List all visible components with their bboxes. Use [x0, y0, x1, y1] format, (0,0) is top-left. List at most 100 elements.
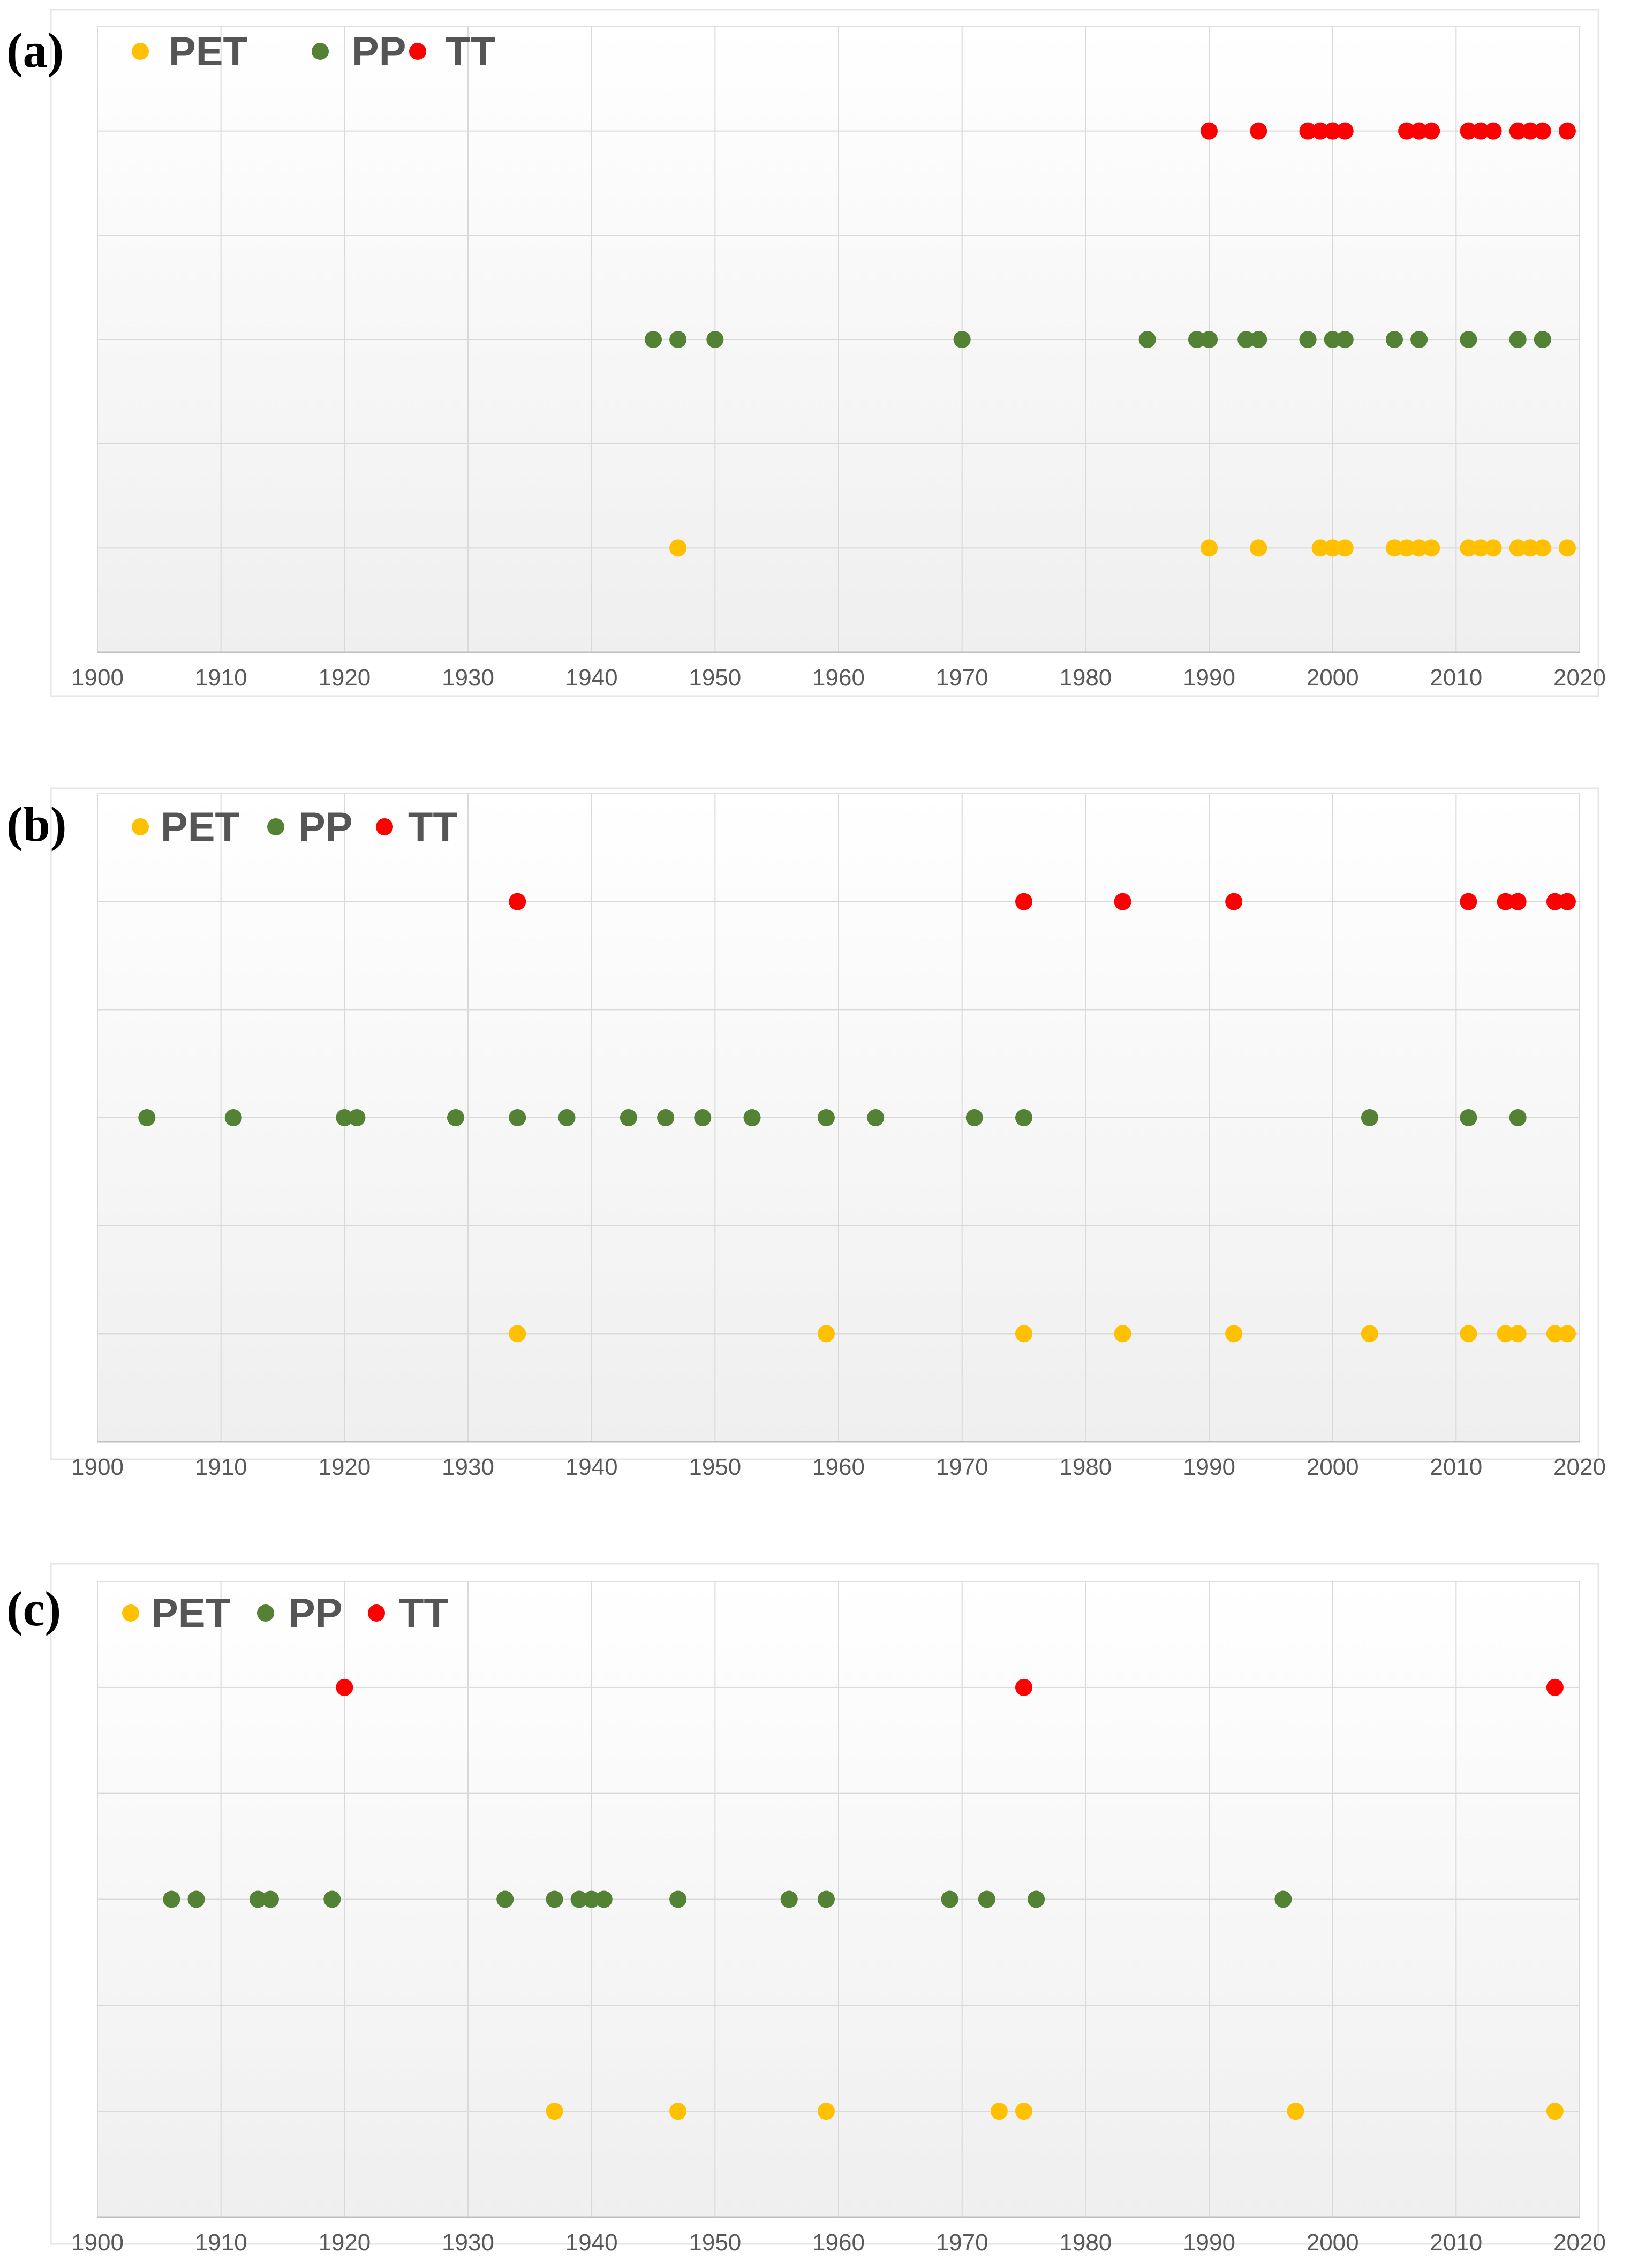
data-point-pet — [990, 2103, 1008, 2120]
data-point-tt — [1558, 893, 1576, 910]
data-point-tt — [1398, 122, 1416, 140]
series-pp — [645, 331, 1551, 348]
data-point-pp — [187, 1890, 205, 1908]
data-point-pp — [1028, 1890, 1045, 1908]
data-point-tt — [509, 893, 526, 910]
legend-marker-tt — [376, 818, 393, 835]
series-pet — [546, 2103, 1564, 2120]
x-tick-label: 1960 — [812, 2229, 865, 2256]
data-point-tt — [1324, 122, 1341, 140]
data-point-pp — [1274, 1890, 1292, 1908]
x-tick-label: 1930 — [442, 1454, 494, 1480]
x-tick-label: 1980 — [1059, 1454, 1112, 1480]
series-tt — [336, 1678, 1564, 1696]
data-point-tt — [1423, 122, 1440, 140]
data-point-pet — [509, 1325, 526, 1343]
data-point-pet — [1410, 539, 1428, 557]
data-point-pp — [261, 1890, 279, 1908]
x-tick-label: 2020 — [1553, 665, 1606, 691]
data-point-pp — [1188, 331, 1205, 348]
data-point-pp — [1460, 1109, 1477, 1126]
data-point-pp — [1460, 331, 1477, 348]
data-point-pp — [780, 1890, 798, 1908]
data-point-pp — [1237, 331, 1255, 348]
data-point-tt — [1336, 122, 1354, 140]
chart-panel-2: 1900 1910 1920 1930 1940 1950 1960 1970 1980 1990… — [6, 787, 1606, 1480]
data-point-pet — [1546, 2103, 1564, 2120]
data-point-tt — [1534, 122, 1551, 140]
legend-label-pp: PP — [298, 804, 352, 850]
legend-marker-pet — [132, 818, 149, 835]
data-point-tt — [1299, 122, 1317, 140]
legend-label-pet: PET — [161, 804, 240, 850]
data-point-tt — [1410, 122, 1428, 140]
data-point-pet — [1250, 539, 1267, 557]
data-point-pp — [817, 1890, 835, 1908]
data-point-pet — [1460, 1325, 1477, 1343]
data-point-pp — [817, 1109, 835, 1126]
data-point-pp — [1361, 1109, 1378, 1126]
data-point-pp — [706, 331, 724, 348]
data-point-pet — [1534, 539, 1551, 557]
x-tick-label: 1970 — [936, 1454, 988, 1480]
data-point-pp — [558, 1109, 576, 1126]
series-tt — [509, 893, 1576, 910]
data-point-pet — [1201, 539, 1218, 557]
data-point-tt — [1472, 122, 1490, 140]
x-tick-label: 1910 — [195, 2229, 247, 2256]
data-point-pp — [583, 1890, 600, 1908]
data-point-pet — [669, 539, 687, 557]
data-point-pet — [546, 2103, 563, 2120]
data-point-pet — [1460, 539, 1477, 557]
legend-marker-pp — [267, 818, 284, 835]
x-tick-label: 1970 — [936, 2229, 988, 2256]
x-tick-label: 1920 — [318, 2229, 371, 2256]
data-point-tt — [1521, 122, 1539, 140]
data-point-pp — [1509, 331, 1527, 348]
data-point-tt — [1509, 122, 1527, 140]
data-point-tt — [1546, 893, 1564, 910]
legend-label-pp: PP — [352, 29, 406, 74]
data-point-pp — [1015, 1109, 1032, 1126]
data-point-pet — [1015, 1325, 1032, 1343]
x-tick-label: 1960 — [812, 665, 865, 691]
data-point-pp — [509, 1109, 526, 1126]
data-point-pp — [224, 1109, 242, 1126]
x-tick-label: 1910 — [195, 1454, 247, 1480]
data-point-pet — [1324, 539, 1341, 557]
data-point-tt — [1484, 122, 1502, 140]
x-tick-label: 1980 — [1059, 2229, 1112, 2256]
data-point-tt — [1460, 122, 1477, 140]
series-pp — [163, 1890, 1292, 1908]
data-point-pet — [1546, 1325, 1564, 1343]
legend-marker-tt — [409, 43, 426, 60]
data-point-pp — [1138, 331, 1156, 348]
data-point-pet — [1497, 1325, 1514, 1343]
x-tick-label: 1930 — [442, 665, 494, 691]
data-point-tt — [1460, 893, 1477, 910]
data-point-pet — [1398, 539, 1416, 557]
data-point-pp — [249, 1890, 267, 1908]
chart-panel-3: 1900 1910 1920 1930 1940 1950 1960 1970 1980 1990… — [6, 1563, 1606, 2256]
data-point-pp — [669, 1890, 687, 1908]
x-tick-label: 1900 — [71, 1454, 124, 1480]
data-point-pp — [348, 1109, 366, 1126]
data-point-pet — [1311, 539, 1329, 557]
x-tick-label: 1920 — [318, 1454, 371, 1480]
data-point-pp — [496, 1890, 514, 1908]
data-point-pp — [323, 1890, 341, 1908]
x-tick-label: 2010 — [1430, 2229, 1482, 2256]
data-point-pet — [1509, 1325, 1527, 1343]
legend-label-pet: PET — [169, 29, 248, 74]
data-point-pp — [1324, 331, 1341, 348]
data-point-pp — [138, 1109, 156, 1126]
legend-label-tt: TT — [408, 804, 458, 850]
x-tick-label: 2020 — [1553, 1454, 1606, 1480]
data-point-tt — [1250, 122, 1267, 140]
data-point-pet — [1386, 539, 1403, 557]
x-tick-label: 1900 — [71, 2229, 124, 2256]
legend-label-pet: PET — [151, 1591, 230, 1636]
data-point-pet — [1558, 1325, 1576, 1343]
data-point-pp — [867, 1109, 885, 1126]
